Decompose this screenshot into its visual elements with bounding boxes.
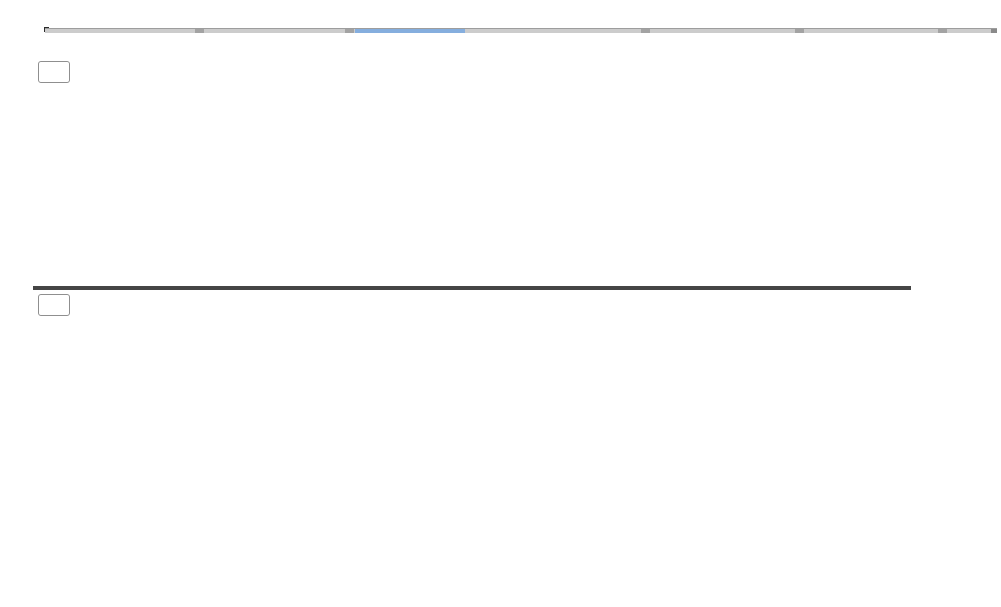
legend-tasso-reale[interactable] bbox=[38, 61, 70, 83]
scrollbar-mark bbox=[345, 29, 354, 33]
scrollbar-mark bbox=[938, 29, 947, 33]
red-series-swatch-icon bbox=[46, 68, 55, 77]
scrollbar-mark bbox=[641, 29, 650, 33]
scrollbar-mark bbox=[795, 29, 804, 33]
top-scrollbar-thumb[interactable] bbox=[355, 29, 465, 33]
last-value-badge-tasso bbox=[907, 208, 958, 223]
top-scrollbar-track[interactable] bbox=[45, 28, 997, 33]
scrollbar-mark bbox=[195, 29, 204, 33]
gold-series-swatch-icon bbox=[46, 301, 55, 310]
inverted-axis-caption bbox=[935, 98, 951, 218]
last-value-badge-oro bbox=[907, 325, 962, 340]
scrollbar-end-cap bbox=[991, 29, 997, 33]
legend-oro[interactable] bbox=[38, 294, 70, 316]
panel-separator bbox=[33, 286, 911, 290]
log-axis-caption bbox=[933, 395, 949, 435]
